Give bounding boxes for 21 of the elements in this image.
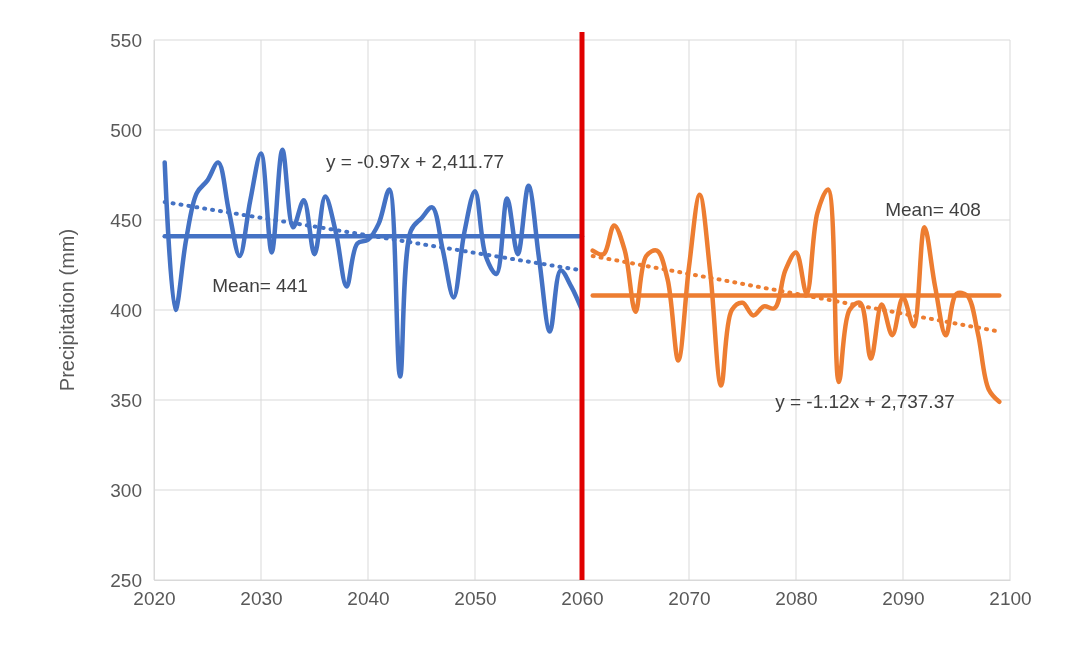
- x-tick-label: 2090: [882, 588, 925, 610]
- y-tick-label: 300: [110, 479, 142, 501]
- x-tick-label: 2050: [454, 588, 497, 610]
- x-tick-label: 2080: [775, 588, 818, 610]
- y-tick-label: 250: [110, 569, 142, 591]
- y-axis-title: Precipitation (mm): [56, 228, 78, 392]
- annotation: Mean= 441: [212, 275, 308, 297]
- y-tick-label: 350: [110, 389, 142, 411]
- x-tick-label: 2100: [989, 588, 1032, 610]
- x-tick-label: 2070: [668, 588, 711, 610]
- y-tick-label: 400: [110, 299, 142, 321]
- x-tick-label: 2030: [240, 588, 283, 610]
- y-tick-label: 450: [110, 209, 142, 231]
- annotation: y = -0.97x + 2,411.77: [325, 151, 505, 173]
- y-tick-label: 550: [110, 29, 142, 51]
- x-tick-label: 2040: [347, 588, 390, 610]
- y-tick-label: 500: [110, 119, 142, 141]
- annotation: Mean= 408: [885, 199, 981, 221]
- annotation: y = -1.12x + 2,737.37: [775, 391, 955, 413]
- x-tick-label: 2060: [561, 588, 604, 610]
- x-tick-label: 2020: [133, 588, 176, 610]
